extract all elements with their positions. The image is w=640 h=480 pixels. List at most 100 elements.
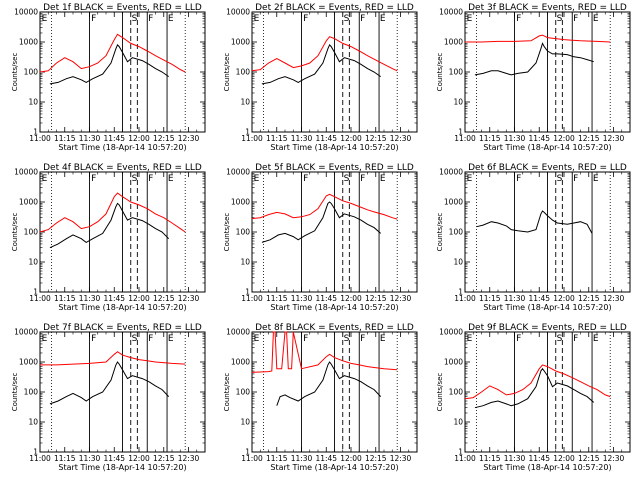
x-tick-label: 11:00 <box>454 134 476 143</box>
x-tick-label: 11:30 <box>79 134 101 143</box>
x-tick-label: 12:15 <box>365 294 387 303</box>
y-tick-label: 1000 <box>231 358 250 367</box>
marker-label: F <box>148 174 153 184</box>
marker-label: S <box>557 174 563 184</box>
y-axis-label: Counts/sec <box>436 213 444 252</box>
x-tick-label: 11:15 <box>479 134 501 143</box>
y-tick-label: 1 <box>245 448 250 457</box>
x-tick-label: 11:00 <box>454 454 476 463</box>
x-tick-label: 11:30 <box>504 454 526 463</box>
series-line-events <box>49 361 170 405</box>
x-tick-label: 12:30 <box>603 454 625 463</box>
marker-label: S <box>132 334 138 344</box>
x-tick-label: 11:15 <box>266 454 288 463</box>
y-tick-label: 1000 <box>19 38 38 47</box>
x-tick-label: 11:45 <box>103 294 125 303</box>
y-tick-label: 10 <box>453 98 463 107</box>
marker-label: E <box>380 174 386 184</box>
x-tick-label: 12:00 <box>553 134 575 143</box>
x-tick-label: 12:30 <box>603 134 625 143</box>
panel-title: Det 7f BLACK = Events, RED = LLD <box>43 323 202 333</box>
y-tick-label: 1000 <box>231 198 250 207</box>
x-axis-label: Start Time (18-Apr-14 10:57:20) <box>58 303 186 312</box>
marker-label: E <box>42 14 48 24</box>
y-tick-label: 1000 <box>19 358 38 367</box>
series-line-events <box>49 202 170 249</box>
x-tick-label: 11:30 <box>291 294 313 303</box>
y-axis-label: Counts/sec <box>223 373 231 412</box>
x-tick-label: 11:30 <box>504 134 526 143</box>
y-tick-label: 10000 <box>226 328 250 337</box>
x-tick-label: 11:15 <box>266 134 288 143</box>
panel-7: Det 7f BLACK = Events, RED = LLD 1 10 100 10… <box>11 323 206 472</box>
x-tick-label: 11:15 <box>54 134 76 143</box>
marker-label: E <box>467 14 473 24</box>
y-tick-label: 1 <box>458 288 463 297</box>
panel-4: Det 4f BLACK = Events, RED = LLD 1 10 100 10… <box>11 163 206 312</box>
x-tick-label: 11:45 <box>315 294 337 303</box>
panel-3: Det 3f BLACK = Events, RED = LLD 1 10 100 10… <box>436 3 631 152</box>
x-tick-label: 12:15 <box>365 134 387 143</box>
panel-title: Det 9f BLACK = Events, RED = LLD <box>468 323 627 333</box>
y-tick-label: 10000 <box>439 8 463 17</box>
y-tick-label: 100 <box>24 228 39 237</box>
x-tick-label: 11:00 <box>29 294 51 303</box>
x-tick-label: 11:00 <box>454 294 476 303</box>
y-tick-label: 1000 <box>444 38 463 47</box>
marker-label: S <box>344 14 350 24</box>
series-line-lld <box>464 364 611 400</box>
y-tick-label: 10000 <box>226 8 250 17</box>
y-tick-label: 100 <box>449 68 464 77</box>
x-tick-label: 11:45 <box>528 294 550 303</box>
marker-label: E <box>467 334 473 344</box>
x-tick-label: 12:00 <box>553 454 575 463</box>
panel-5: Det 5f BLACK = Events, RED = LLD 1 10 100 10… <box>223 163 418 312</box>
x-tick-label: 11:45 <box>315 454 337 463</box>
marker-label: F <box>516 174 521 184</box>
x-tick-label: 11:30 <box>79 454 101 463</box>
series-line-lld <box>251 331 398 373</box>
y-tick-label: 100 <box>236 388 251 397</box>
y-tick-label: 10 <box>28 418 38 427</box>
x-tick-label: 11:15 <box>479 294 501 303</box>
marker-label: E <box>380 334 386 344</box>
marker-label: F <box>303 174 308 184</box>
marker-label: F <box>148 14 153 24</box>
marker-label: F <box>303 14 308 24</box>
marker-label: S <box>132 174 138 184</box>
y-tick-label: 1 <box>458 128 463 137</box>
x-tick-label: 11:15 <box>479 454 501 463</box>
y-axis-label: Counts/sec <box>11 373 19 412</box>
y-tick-label: 1000 <box>19 198 38 207</box>
y-tick-label: 100 <box>449 388 464 397</box>
x-tick-label: 11:00 <box>241 134 263 143</box>
y-tick-label: 10 <box>240 418 250 427</box>
marker-label: S <box>344 174 350 184</box>
x-tick-label: 11:00 <box>241 294 263 303</box>
x-tick-label: 11:45 <box>528 454 550 463</box>
x-tick-label: 12:00 <box>128 454 150 463</box>
y-tick-label: 10000 <box>439 328 463 337</box>
marker-label: S <box>557 334 563 344</box>
x-tick-label: 11:30 <box>291 454 313 463</box>
series-line-events <box>474 367 595 409</box>
panel-8: Det 8f BLACK = Events, RED = LLD 1 10 100 10… <box>223 323 418 472</box>
panel-title: Det 8f BLACK = Events, RED = LLD <box>255 323 414 333</box>
y-tick-label: 100 <box>236 68 251 77</box>
marker-label: E <box>168 14 174 24</box>
x-tick-label: 12:30 <box>390 454 412 463</box>
x-tick-label: 11:45 <box>103 134 125 143</box>
x-tick-label: 12:30 <box>178 454 200 463</box>
x-tick-label: 11:15 <box>54 454 76 463</box>
marker-label: F <box>360 334 365 344</box>
panel-title: Det 1f BLACK = Events, RED = LLD <box>43 3 202 13</box>
x-tick-label: 12:30 <box>390 294 412 303</box>
series-line-lld <box>465 34 611 43</box>
marker-label: E <box>593 334 599 344</box>
x-axis-label: Start Time (18-Apr-14 10:57:20) <box>483 143 611 152</box>
marker-label: F <box>573 14 578 24</box>
marker-label: S <box>132 14 138 24</box>
y-tick-label: 10 <box>240 258 250 267</box>
panel-9: Det 9f BLACK = Events, RED = LLD 1 10 100 10… <box>436 323 631 472</box>
